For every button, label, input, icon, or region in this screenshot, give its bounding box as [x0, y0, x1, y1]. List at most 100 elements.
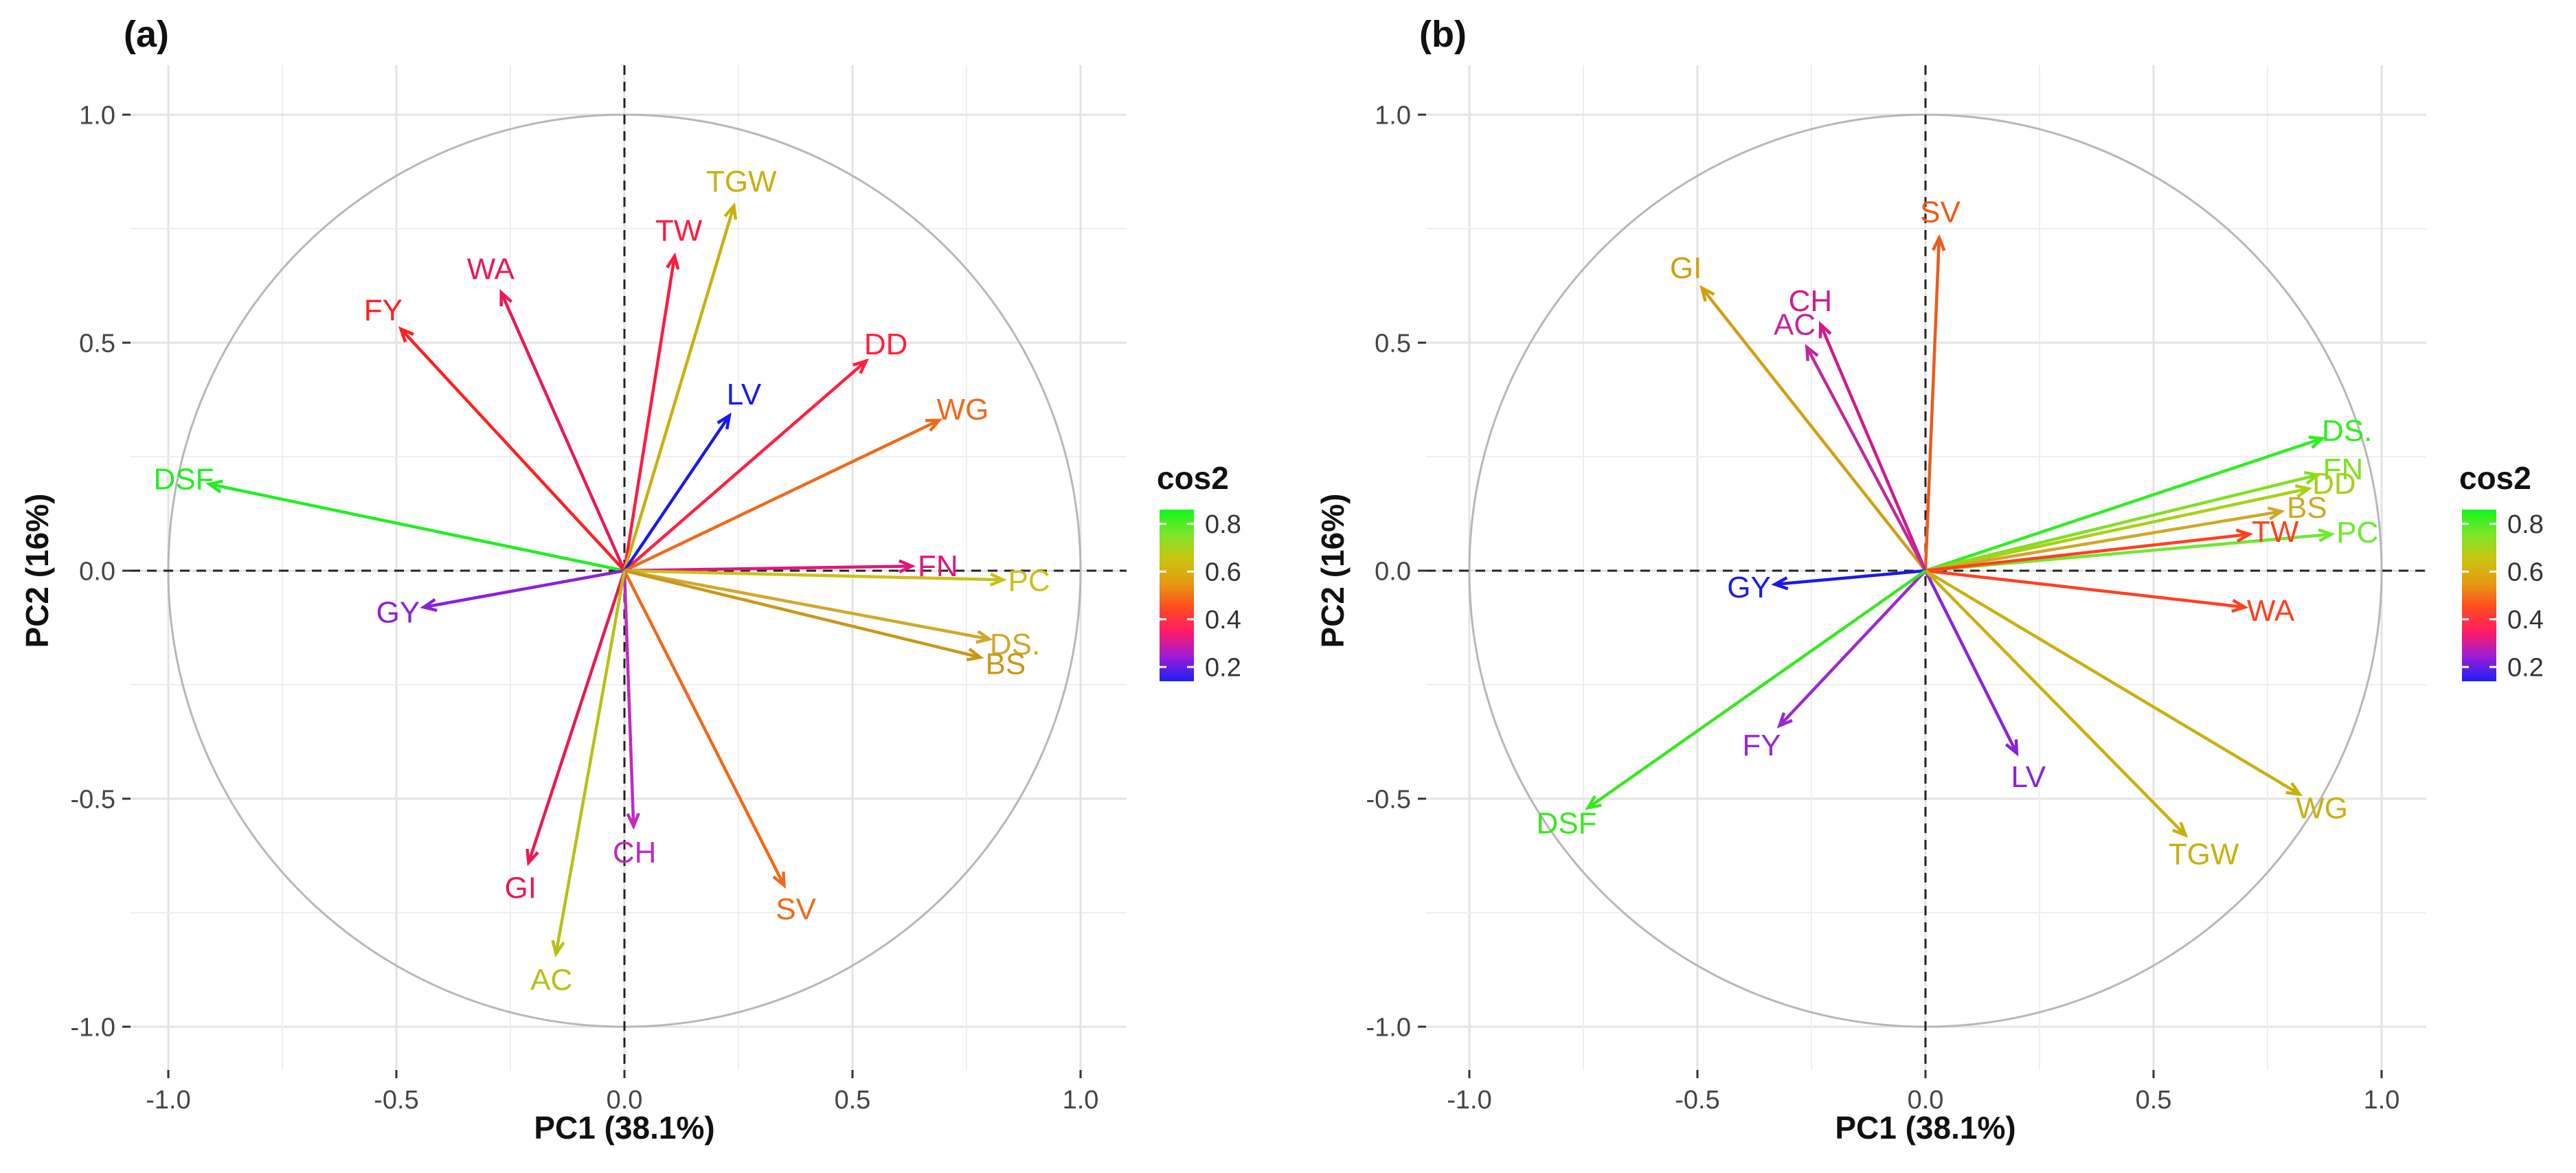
vector-AC-arrowhead [551, 939, 565, 958]
vector-LV-arrowhead [2004, 739, 2019, 757]
vector-label: TGW [706, 165, 777, 198]
vector-SV-arrowhead [772, 872, 786, 889]
vector-FY-line [1778, 569, 1927, 727]
vector-label: AC [1774, 308, 1816, 341]
vector-DSF-arrowhead [205, 479, 223, 494]
vector-DS-arrowhead [2308, 435, 2326, 449]
y-tick-label: 1.0 [79, 101, 115, 130]
panel-b-colorbar-title: cos2 [2459, 460, 2531, 496]
colorbar-tick-label: 0.6 [1205, 558, 1241, 587]
x-tick-label: -0.5 [374, 1086, 418, 1115]
vector-label: LV [2011, 760, 2046, 794]
vector-SV-line [622, 569, 786, 887]
vector-DS-line [624, 569, 990, 641]
panel-b-colorbar-ticks: 0.8 0.6 0.4 0.2 [2462, 510, 2544, 682]
vector-GI-arrowhead [526, 848, 539, 867]
x-tick-label: -1.0 [1447, 1086, 1491, 1115]
panel-a-colorbar-title: cos2 [1157, 460, 1229, 496]
vector-label: DS. [990, 628, 1040, 661]
x-tick-label: -0.5 [1675, 1086, 1719, 1115]
vector-SV-arrowhead [1932, 234, 1946, 251]
x-tick-label: 0.0 [607, 1086, 643, 1115]
vector-TW-arrowhead [2235, 528, 2253, 543]
vector-AC-arrowhead [1805, 343, 1819, 361]
vector-AC-line [1805, 346, 1927, 572]
y-tick-label: -0.5 [71, 785, 115, 814]
vector-DS-line [1925, 437, 2323, 573]
y-tick-label: 0.5 [79, 329, 115, 358]
vector-DD-arrowhead [2294, 484, 2313, 499]
vector-DD-line [1925, 487, 2309, 573]
vector-label: DD [864, 328, 908, 361]
vector-PC-line [624, 569, 1004, 582]
vector-label: GY [1727, 571, 1771, 604]
vector-DD-line [623, 359, 868, 572]
vector-GY-line [423, 569, 625, 609]
colorbar-tick-label: 0.4 [1205, 606, 1241, 635]
panel-b-y-ticks: -1.0 -0.5 0.0 0.5 1.0 [1366, 101, 1426, 1042]
vector-GY-arrowhead [1771, 576, 1789, 591]
vector-LV-arrowhead [716, 412, 732, 430]
panel-a-colorbar: cos2 0.8 0.6 0.4 0.2 [1157, 460, 1241, 682]
vector-SV-line [1923, 238, 1941, 571]
vector-BS-line [624, 569, 981, 659]
vector-LV-line [623, 414, 731, 572]
panel-a-y-axis-title: PC2 (16%) [19, 494, 55, 648]
x-tick-label: -1.0 [146, 1086, 190, 1115]
vector-CH-line [622, 570, 635, 826]
vector-GI-line [1700, 286, 1927, 572]
vector-WA-arrowhead [2231, 599, 2249, 613]
vector-GI-line [527, 570, 626, 863]
vector-GY-line [1774, 569, 1926, 586]
vector-DD-arrowhead [852, 358, 870, 374]
panel-b-x-ticks: -1.0 -0.5 0.0 0.5 1.0 [1447, 1070, 2399, 1115]
colorbar-tick-label: 0.8 [2507, 510, 2544, 539]
panel-b-colorbar: cos2 0.8 0.6 0.4 0.2 [2459, 460, 2544, 682]
y-tick-label: -0.5 [1366, 785, 1411, 814]
vector-WG-line [624, 418, 940, 573]
vector-label: WG [2296, 791, 2348, 825]
vector-PC-arrowhead [989, 572, 1007, 587]
vector-PC-arrowhead [2318, 528, 2336, 543]
vector-FY-line [399, 328, 626, 572]
vector-label: DSF [1537, 807, 1597, 841]
vector-DSF-arrowhead [1585, 795, 1602, 810]
vector-label: PC [2336, 516, 2378, 549]
vector-LV-line [1923, 569, 2018, 754]
vector-label: CH [613, 836, 657, 869]
y-tick-label: 1.0 [1375, 101, 1411, 130]
vector-WA-line [499, 292, 626, 571]
y-tick-label: 0.0 [79, 557, 115, 586]
vector-label: LV [727, 378, 762, 411]
panel-a-x-ticks: -1.0 -0.5 0.0 0.5 1.0 [146, 1070, 1098, 1115]
vector-WG-line [1924, 569, 2301, 796]
vector-CH-line [1819, 323, 1928, 571]
vector-BS-arrowhead [2267, 506, 2285, 521]
x-tick-label: 1.0 [1063, 1086, 1099, 1115]
vector-TW-line [1925, 532, 2250, 573]
colorbar-tick-label: 0.6 [2507, 558, 2544, 587]
vector-FY-arrowhead [1776, 712, 1793, 729]
vector-DSF-line [1587, 569, 1927, 810]
vector-TGW-arrowhead [723, 202, 738, 220]
vector-label: DSF [154, 462, 214, 496]
vector-TGW-line [622, 205, 736, 571]
colorbar-tick-label: 0.4 [2507, 606, 2544, 635]
vector-FN-arrowhead [899, 559, 916, 573]
vector-WG-arrowhead [925, 418, 943, 432]
vector-label: GI [1670, 251, 1702, 285]
vector-BS-arrowhead [966, 648, 984, 661]
vector-TGW-arrowhead [2172, 821, 2189, 839]
vector-TW-line [622, 255, 677, 571]
vector-label: FY [1742, 729, 1781, 762]
colorbar-tick-label: 0.2 [1205, 653, 1241, 682]
vector-label: DD [2312, 467, 2356, 501]
y-tick-label: 0.0 [1375, 557, 1411, 586]
y-tick-label: 0.5 [1375, 329, 1411, 358]
vector-DS-arrowhead [975, 630, 993, 644]
vector-label: FY [364, 294, 403, 328]
